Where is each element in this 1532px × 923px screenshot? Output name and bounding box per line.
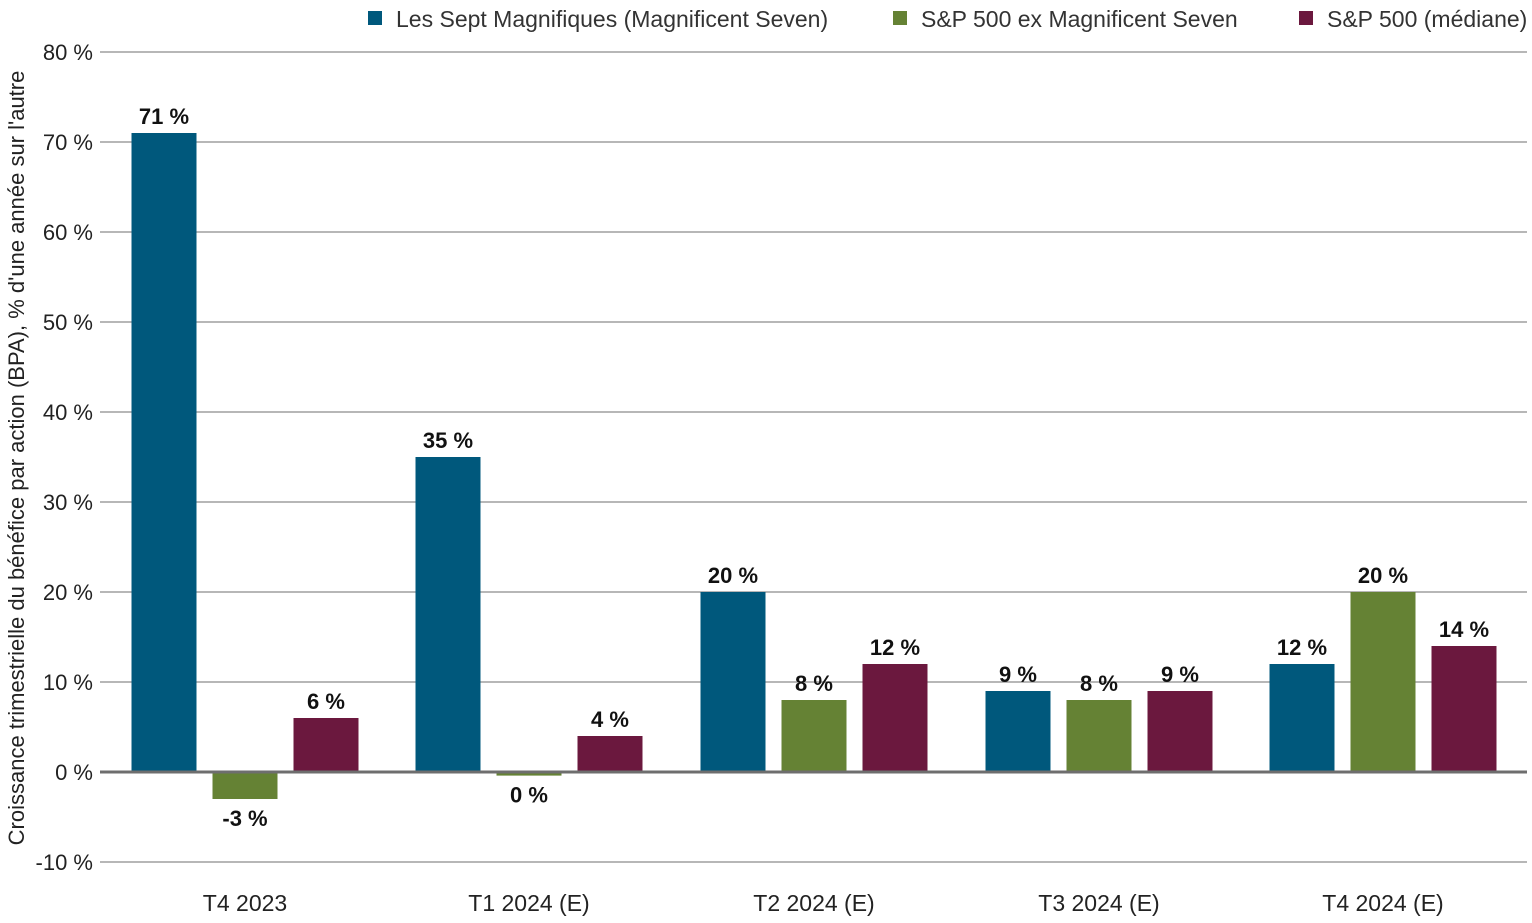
data-label: 20 % xyxy=(708,563,758,588)
y-tick-label: 40 % xyxy=(43,400,93,425)
bar xyxy=(131,133,197,772)
legend-swatch xyxy=(368,11,382,25)
x-tick-label: T4 2023 xyxy=(203,890,287,916)
data-label: 71 % xyxy=(139,104,189,129)
y-tick-label: -10 % xyxy=(36,850,93,875)
data-label: 12 % xyxy=(870,635,920,660)
data-label: 14 % xyxy=(1439,617,1489,642)
legend-swatch xyxy=(1299,11,1313,25)
data-label: 12 % xyxy=(1277,635,1327,660)
y-tick-label: 80 % xyxy=(43,40,93,65)
bar xyxy=(212,772,278,799)
data-label: 8 % xyxy=(795,671,833,696)
data-label: 6 % xyxy=(307,689,345,714)
bar xyxy=(1066,700,1132,772)
bar xyxy=(293,718,359,772)
y-tick-label: 0 % xyxy=(55,760,93,785)
y-tick-label: 20 % xyxy=(43,580,93,605)
legend: Les Sept Magnifiques (Magnificent Seven)… xyxy=(368,6,1527,32)
bar xyxy=(700,592,766,772)
y-tick-label: 30 % xyxy=(43,490,93,515)
data-label: 9 % xyxy=(1161,662,1199,687)
x-tick-label: T2 2024 (E) xyxy=(753,890,874,916)
data-label: 9 % xyxy=(999,662,1037,687)
bar xyxy=(1269,664,1335,772)
data-label: 0 % xyxy=(510,783,548,808)
legend-label: S&P 500 ex Magnificent Seven xyxy=(921,6,1238,32)
legend-swatch xyxy=(893,11,907,25)
bar xyxy=(496,772,562,776)
x-tick-label: T1 2024 (E) xyxy=(468,890,589,916)
legend-label: S&P 500 (médiane) xyxy=(1327,6,1527,32)
bar xyxy=(781,700,847,772)
bar xyxy=(985,691,1051,772)
data-label: 4 % xyxy=(591,707,629,732)
bar xyxy=(1350,592,1416,772)
y-axis-label: Croissance trimestrielle du bénéfice par… xyxy=(4,71,29,846)
labels-layer: 71 % -3 % 6 % T4 2023 35 % 0 % 4 % T1 2024 (E) 2… xyxy=(139,104,1489,916)
x-tick-label: T4 2024 (E) xyxy=(1322,890,1443,916)
data-label: 8 % xyxy=(1080,671,1118,696)
data-label: 35 % xyxy=(423,428,473,453)
y-tick-label: 10 % xyxy=(43,670,93,695)
y-tick-label: 70 % xyxy=(43,130,93,155)
bar xyxy=(415,457,481,772)
grid-layer: -10 % 0 % 10 % 20 % 30 % 40 % 50 % 60 % 70 % 80 % xyxy=(36,40,1527,875)
x-tick-label: T3 2024 (E) xyxy=(1038,890,1159,916)
bar xyxy=(862,664,928,772)
bar xyxy=(1147,691,1213,772)
data-label: 20 % xyxy=(1358,563,1408,588)
bar xyxy=(577,736,643,772)
data-label: -3 % xyxy=(222,806,267,831)
y-tick-label: 60 % xyxy=(43,220,93,245)
y-tick-label: 50 % xyxy=(43,310,93,335)
bar xyxy=(1431,646,1497,772)
bars-layer xyxy=(131,133,1497,799)
legend-label: Les Sept Magnifiques (Magnificent Seven) xyxy=(396,6,828,32)
